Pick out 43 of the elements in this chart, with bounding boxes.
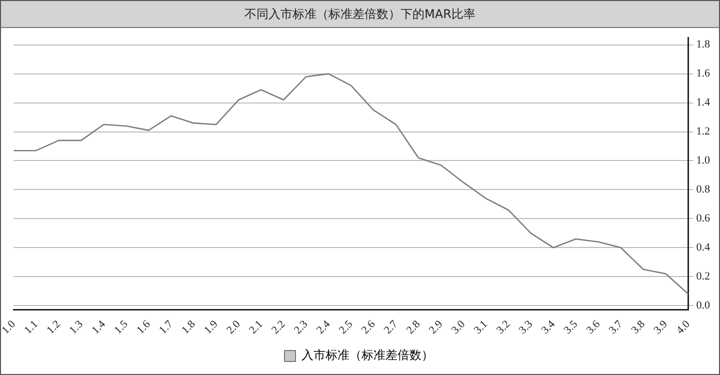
x-tick-label: 3.3 [516, 318, 536, 336]
x-tick-label: 1.7 [157, 318, 176, 336]
x-tick-label: 3.6 [584, 318, 603, 336]
chart-title: 不同入市标准（标准差倍数）下的MAR比率 [1, 1, 719, 28]
x-tick-label: 3.8 [629, 318, 648, 336]
x-tick-label: 4.0 [674, 318, 693, 336]
y-tick-label: 1.2 [696, 126, 710, 138]
y-tick-label: 1.0 [696, 154, 710, 167]
x-tick-label: 2.3 [292, 318, 311, 336]
x-tick-label: 1.1 [22, 318, 40, 336]
y-tick-label: 0.2 [696, 270, 710, 283]
y-tick-label: 1.6 [696, 68, 710, 80]
x-tick-label: 2.6 [359, 318, 378, 336]
x-tick-label: 1.9 [202, 318, 221, 336]
x-tick-label: 1.8 [180, 318, 198, 336]
x-tick-label: 1.0 [0, 318, 18, 336]
legend-label: 入市标准（标准差倍数） [302, 348, 434, 362]
x-tick-label: 3.5 [562, 318, 580, 336]
x-tick-label: 1.6 [134, 318, 154, 336]
y-tick-label: 0.0 [696, 299, 710, 312]
x-tick-label: 1.2 [44, 318, 63, 336]
x-tick-label: 2.8 [404, 318, 423, 336]
y-tick-label: 0.8 [696, 184, 710, 196]
y-tick-label: 1.8 [696, 38, 710, 51]
y-tick-label: 1.4 [696, 96, 710, 109]
x-tick-label: 2.9 [426, 318, 446, 336]
x-tick-label: 3.7 [606, 318, 626, 336]
x-tick-label: 3.0 [449, 318, 468, 336]
x-tick-label: 1.3 [67, 318, 86, 336]
x-tick-label: 2.0 [224, 318, 244, 336]
x-tick-label: 2.1 [247, 318, 266, 336]
x-tick-label: 2.4 [314, 318, 334, 336]
x-tick-label: 2.7 [382, 318, 400, 336]
x-tick-label: 1.4 [90, 318, 108, 336]
y-tick-label: 0.4 [696, 242, 710, 254]
x-tick-label: 3.4 [539, 318, 558, 336]
x-tick-label: 3.1 [472, 318, 490, 336]
x-tick-label: 3.9 [652, 318, 670, 336]
x-tick-label: 2.2 [269, 318, 288, 336]
x-tick-label: 2.5 [336, 318, 356, 336]
y-tick-label: 0.6 [696, 212, 710, 225]
x-tick-label: 3.2 [494, 318, 513, 336]
x-tick-label: 1.5 [112, 318, 131, 336]
